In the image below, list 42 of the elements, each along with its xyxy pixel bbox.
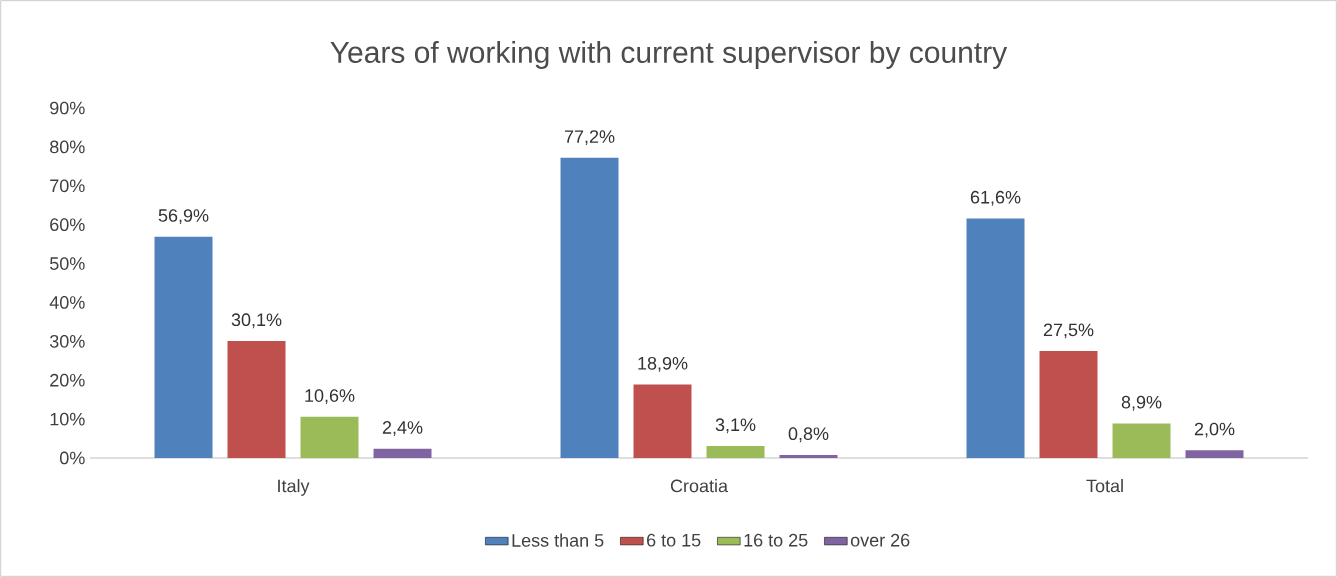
- legend-label: 16 to 25: [744, 533, 808, 547]
- y-tick-label: 20%: [50, 373, 85, 387]
- bar: [300, 416, 359, 458]
- y-tick-label: 0%: [60, 451, 85, 465]
- data-label: 56,9%: [158, 209, 209, 225]
- bar: [1112, 423, 1171, 458]
- legend-label: 6 to 15: [647, 533, 701, 547]
- x-tick-label: Total: [1086, 479, 1123, 493]
- legend-label: Less than 5: [512, 533, 604, 547]
- chart-title: Years of working with current supervisor by country: [330, 41, 1008, 69]
- bar: [633, 384, 692, 458]
- data-label: 3,1%: [715, 418, 756, 434]
- data-label: 0,8%: [788, 427, 829, 443]
- data-label: 10,6%: [305, 389, 355, 405]
- x-tick-label: Italy: [278, 479, 310, 496]
- legend-label: over 26: [850, 533, 910, 547]
- y-tick-label: 30%: [49, 334, 85, 348]
- data-label: 61,6%: [970, 190, 1021, 206]
- data-label: 2,0%: [1194, 422, 1235, 438]
- data-label: 2,4%: [382, 421, 423, 436]
- bar: [227, 340, 286, 458]
- data-label: 30,1%: [231, 313, 282, 329]
- bar: [560, 157, 619, 458]
- bar: [1039, 351, 1098, 458]
- y-tick-label: 10%: [50, 412, 85, 426]
- data-label: 18,9%: [638, 356, 688, 372]
- y-tick-label: 80%: [50, 140, 85, 154]
- bar: [706, 445, 765, 458]
- y-tick-label: 90%: [50, 101, 85, 115]
- y-tick-label: 60%: [50, 218, 85, 232]
- y-tick-label: 40%: [49, 296, 85, 309]
- data-label: 77,2%: [564, 130, 615, 146]
- y-tick-label: 70%: [50, 179, 85, 193]
- y-tick-label: 50%: [49, 257, 85, 270]
- bar: [1185, 450, 1244, 458]
- bar: [779, 454, 838, 458]
- x-tick-label: Croatia: [670, 479, 729, 493]
- bar: [966, 218, 1025, 458]
- bar: [154, 236, 213, 458]
- data-label: 27,5%: [1043, 323, 1094, 339]
- bar: [373, 448, 432, 458]
- data-label: 8,9%: [1121, 395, 1162, 411]
